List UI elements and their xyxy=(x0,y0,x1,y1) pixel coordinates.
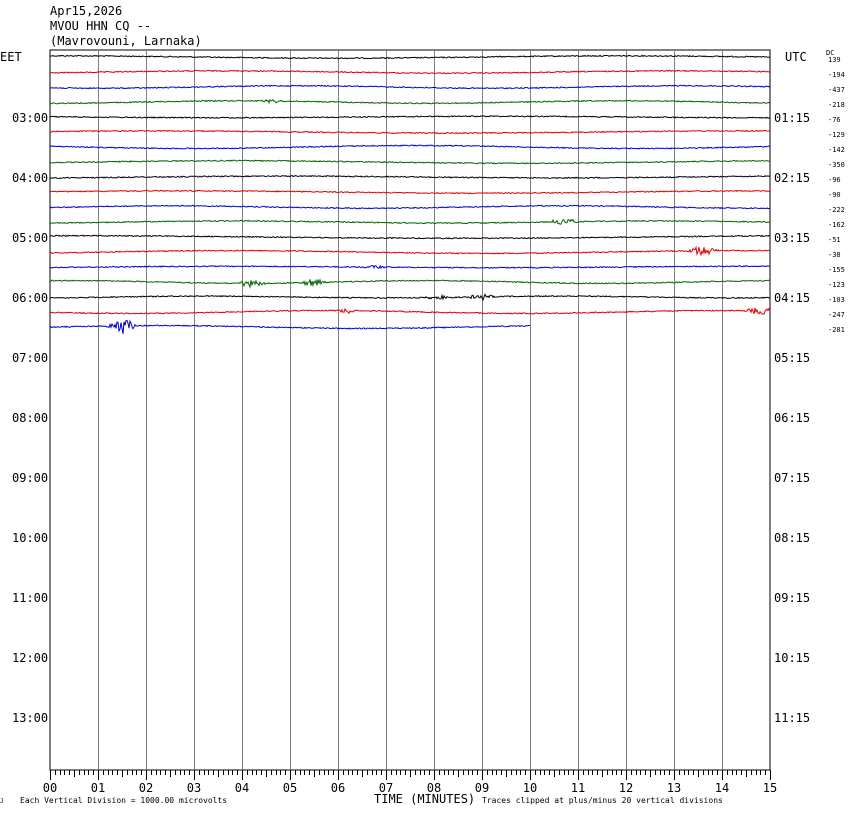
dc-offset-label: 139 xyxy=(828,56,841,64)
x-tick-label: 01 xyxy=(91,781,105,795)
station-label: MVOU HHN CQ -- xyxy=(50,19,152,33)
right-timezone: UTC xyxy=(785,50,807,64)
dc-offset-label: -96 xyxy=(828,176,841,184)
trace-line xyxy=(49,129,771,135)
x-tick-label: 05 xyxy=(283,781,297,795)
dc-label: DC xyxy=(826,49,835,57)
right-hour-label: 10:15 xyxy=(774,651,810,665)
x-tick-label: 13 xyxy=(667,781,681,795)
dc-offset-label: -218 xyxy=(828,101,845,109)
right-hour-label: 11:15 xyxy=(774,711,810,725)
dc-offset-label: -162 xyxy=(828,221,845,229)
dc-offset-label: -194 xyxy=(828,71,845,79)
plot-frame xyxy=(49,49,771,771)
hour-labels: 03:00 04:00 05:00 06:00 07:00 08:00 09:00 10:00… xyxy=(12,111,810,725)
trace-line xyxy=(49,115,771,119)
left-hour-label: 12:00 xyxy=(12,651,48,665)
left-hour-label: 06:00 xyxy=(12,291,48,305)
left-hour-label: 09:00 xyxy=(12,471,48,485)
seismic-traces: 139 -194 -437 -218 -76 -129 -142 -350 -96 -90 -222… xyxy=(49,54,845,335)
x-tick-label: 08 xyxy=(427,781,441,795)
trace-line xyxy=(49,293,771,302)
minute-grid xyxy=(49,49,771,771)
x-tick-label: 03 xyxy=(187,781,201,795)
location-label: (Mavrovouni, Larnaka) xyxy=(50,34,202,48)
scale-note: Each Vertical Division = 1000.00 microvo… xyxy=(20,796,228,805)
trace-line xyxy=(49,159,771,165)
dc-offset-label: -103 xyxy=(828,296,845,304)
trace-line xyxy=(49,174,771,180)
right-hour-label: 07:15 xyxy=(774,471,810,485)
dc-offset-label: -247 xyxy=(828,311,845,319)
right-hour-label: 08:15 xyxy=(774,531,810,545)
x-tick-label: 12 xyxy=(619,781,633,795)
x-tick-label: 14 xyxy=(715,781,729,795)
trace-line xyxy=(49,218,771,225)
right-hour-label: 03:15 xyxy=(774,231,810,245)
dc-offset-label: -281 xyxy=(828,326,845,334)
time-axis: 00 01 02 03 04 05 06 07 08 09 10 11 12 13 14 15 xyxy=(43,770,777,795)
corner-mark: J xyxy=(0,798,4,805)
right-hour-label: 04:15 xyxy=(774,291,810,305)
left-timezone: EET xyxy=(0,50,22,64)
x-tick-label: 04 xyxy=(235,781,249,795)
x-tick-label: 11 xyxy=(571,781,585,795)
right-hour-label: 01:15 xyxy=(774,111,810,125)
trace-line xyxy=(49,84,771,90)
trace-line xyxy=(49,54,771,60)
left-hour-label: 13:00 xyxy=(12,711,48,725)
trace-line xyxy=(49,234,771,240)
dc-offset-label: -142 xyxy=(828,146,845,154)
x-tick-label: 07 xyxy=(379,781,393,795)
trace-line xyxy=(49,319,531,335)
dc-offset-label: -350 xyxy=(828,161,845,169)
dc-offset-label: -123 xyxy=(828,281,845,289)
x-tick-label: 02 xyxy=(139,781,153,795)
trace-line xyxy=(49,307,771,315)
trace-line xyxy=(49,69,771,75)
x-tick-label: 00 xyxy=(43,781,57,795)
left-hour-label: 07:00 xyxy=(12,351,48,365)
dc-offset-label: -38 xyxy=(828,251,841,259)
left-hour-label: 08:00 xyxy=(12,411,48,425)
dc-offset-label: -155 xyxy=(828,266,845,274)
dc-offset-label: -90 xyxy=(828,191,841,199)
x-tick-label: 15 xyxy=(763,781,777,795)
left-hour-label: 11:00 xyxy=(12,591,48,605)
date-label: Apr15,2026 xyxy=(50,4,123,18)
dc-offset-label: -222 xyxy=(828,206,845,214)
clip-note: Traces clipped at plus/minus 20 vertical… xyxy=(482,796,723,805)
dc-offset-label: -76 xyxy=(828,116,841,124)
left-hour-label: 03:00 xyxy=(12,111,48,125)
trace-line xyxy=(49,189,771,195)
left-hour-label: 10:00 xyxy=(12,531,48,545)
right-hour-label: 05:15 xyxy=(774,351,810,365)
left-hour-label: 04:00 xyxy=(12,171,48,185)
dc-offset-label: -437 xyxy=(828,86,845,94)
dc-offset-label: -51 xyxy=(828,236,841,244)
trace-line xyxy=(49,278,771,289)
left-hour-label: 05:00 xyxy=(12,231,48,245)
right-hour-label: 06:15 xyxy=(774,411,810,425)
right-hour-label: 09:15 xyxy=(774,591,810,605)
x-tick-label: 10 xyxy=(523,781,537,795)
trace-line xyxy=(49,144,771,150)
trace-line xyxy=(49,98,771,105)
trace-line xyxy=(49,245,771,257)
right-hour-label: 02:15 xyxy=(774,171,810,185)
x-tick-label: 09 xyxy=(475,781,489,795)
x-tick-label: 06 xyxy=(331,781,345,795)
xaxis-title: TIME (MINUTES) xyxy=(374,792,476,806)
trace-line xyxy=(49,204,771,210)
dc-offset-label: -129 xyxy=(828,131,845,139)
trace-line xyxy=(49,264,771,270)
